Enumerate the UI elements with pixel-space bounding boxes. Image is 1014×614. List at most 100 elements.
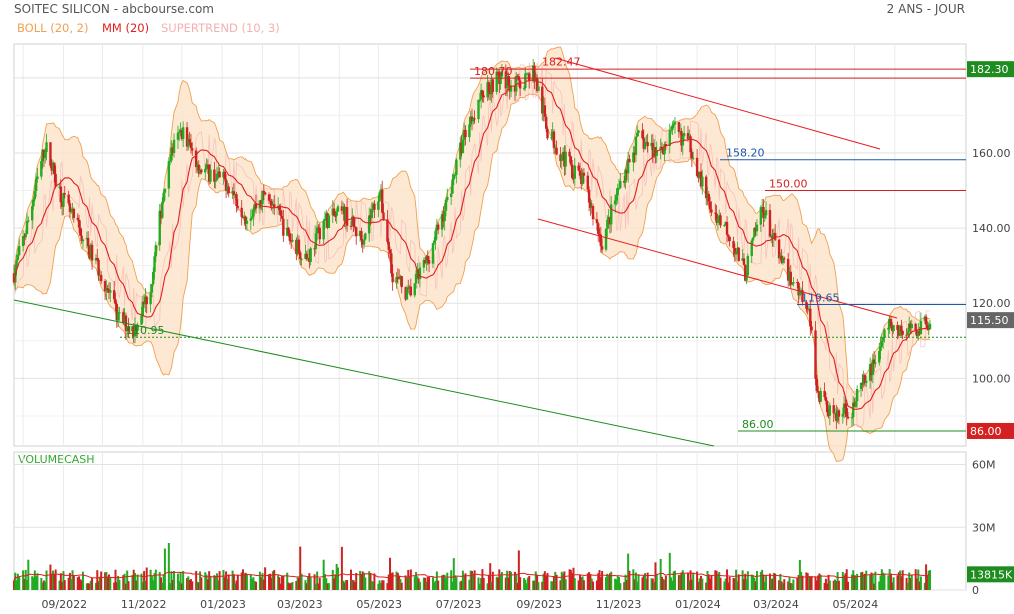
candle-body (582, 172, 586, 176)
volume-bar (697, 581, 700, 590)
volume-bar (300, 573, 303, 590)
candle-body (423, 259, 427, 264)
volume-bar (601, 570, 604, 590)
candle-body (736, 247, 739, 253)
candle-body (36, 176, 39, 180)
candle-body (267, 194, 271, 201)
volume-bar (98, 576, 101, 590)
volume-bar (428, 577, 431, 590)
volume-bar (67, 577, 70, 590)
candle-body (77, 219, 81, 228)
candle-body (505, 76, 509, 89)
candle-body (287, 227, 290, 234)
candle-body (905, 334, 908, 336)
volume-bar (781, 583, 784, 590)
volume-bar (295, 581, 298, 590)
candle-body (323, 218, 327, 221)
level-label-150: 150.00 (769, 178, 808, 191)
candle-body (431, 243, 435, 264)
candle-body (559, 154, 562, 162)
volume-bar (268, 574, 271, 590)
volume-bar (296, 577, 299, 590)
candle-body (927, 329, 930, 331)
candle-body (42, 149, 46, 158)
candle-body (613, 200, 617, 205)
volume-bar (342, 580, 345, 590)
candle-body (469, 116, 472, 125)
volume-bar (408, 576, 411, 590)
candle-body (179, 130, 182, 132)
volume-bar (513, 571, 516, 590)
volume-bar (526, 577, 529, 590)
volume-bar (541, 581, 544, 590)
volume-bar (243, 573, 246, 590)
candle-body (414, 273, 418, 284)
volume-bar (663, 579, 666, 590)
candle-body (626, 159, 630, 174)
volume-bar (14, 572, 17, 590)
volume-bar (578, 574, 581, 590)
candle-body (786, 258, 790, 281)
candle-body (122, 312, 125, 324)
candle-body (422, 259, 426, 268)
volume-bar (718, 571, 721, 590)
volume-bar (807, 576, 810, 590)
candle-body (391, 273, 394, 283)
volume-bar (409, 569, 412, 590)
volume-bar (255, 581, 258, 590)
candle-body (542, 105, 545, 114)
candle-body (788, 271, 791, 281)
candle-body (490, 79, 493, 95)
volume-bar (334, 574, 337, 590)
candle-body (634, 136, 638, 155)
candle-body (633, 152, 636, 155)
volume-bar (753, 577, 756, 590)
candle-body (349, 225, 353, 227)
candle-body (770, 236, 773, 238)
volume-bar (662, 579, 665, 590)
volume-bar (160, 577, 163, 590)
candle-body (509, 85, 513, 92)
volume-bar (614, 578, 617, 590)
volume-bar (200, 577, 203, 590)
candle-body (296, 239, 299, 255)
volume-bar (909, 578, 912, 590)
candle-body (81, 239, 85, 242)
candle-body (243, 216, 246, 219)
volume-bar (823, 583, 826, 590)
candle-body (345, 207, 349, 226)
volume-bar (550, 581, 553, 590)
volume-bar (217, 580, 220, 590)
candle-body (185, 127, 189, 147)
volume-bar (517, 550, 520, 590)
volume-bar (889, 574, 892, 590)
volume-bar (815, 580, 818, 590)
candle-body (326, 213, 329, 229)
candle-body (453, 174, 457, 176)
candle-body (188, 139, 191, 143)
volume-bar (433, 582, 436, 590)
candle-body (378, 192, 381, 202)
volume-bar (81, 571, 84, 590)
candle-body (459, 142, 462, 160)
volume-bar (754, 581, 757, 590)
volume-bar (352, 580, 355, 590)
candle-body (918, 330, 921, 335)
candle-body (49, 142, 52, 166)
candle-body (218, 171, 221, 178)
volume-bar (582, 580, 585, 590)
volume-bar (16, 573, 19, 590)
volume-bar (653, 582, 656, 590)
candle-body (58, 186, 61, 188)
candle-body (872, 359, 876, 364)
trendline-lower (537, 218, 898, 319)
candle-body (815, 378, 819, 392)
volume-bar (180, 583, 183, 590)
candle-body (705, 176, 708, 199)
volume-bar (360, 574, 363, 590)
candle-body (597, 223, 600, 234)
volume-bar (741, 570, 744, 590)
volume-bar (572, 567, 575, 590)
candle-body (855, 388, 859, 402)
candle-body (718, 215, 721, 218)
